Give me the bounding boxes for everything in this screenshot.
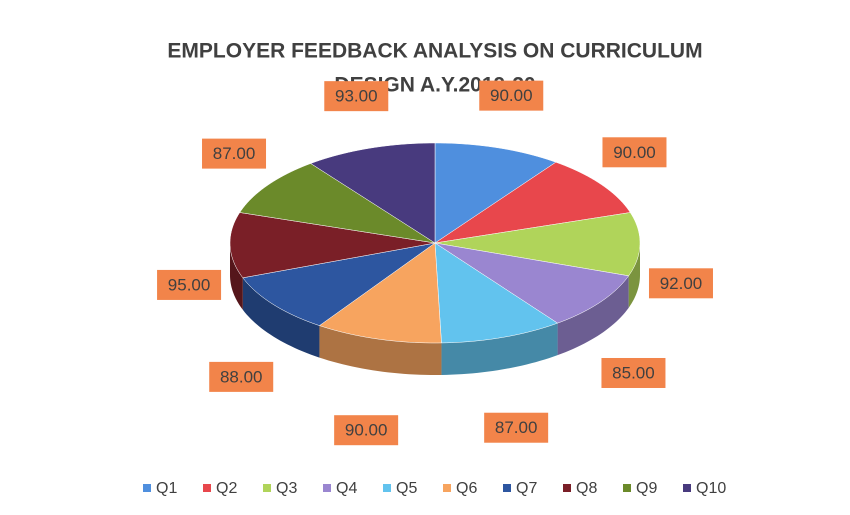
slice-side: [319, 325, 442, 375]
data-label-box: [484, 412, 549, 443]
legend-swatch: [563, 484, 571, 492]
data-label: 93.00: [335, 87, 378, 106]
legend-swatch: [383, 484, 391, 492]
data-label-box: [601, 357, 666, 388]
slice-side: [230, 243, 243, 310]
legend-label: Q5: [396, 480, 417, 497]
data-label-box: [334, 415, 399, 446]
data-label-box: [209, 361, 274, 392]
legend-label: Q1: [156, 480, 177, 497]
data-label-box: [648, 268, 713, 299]
data-label: 87.00: [213, 144, 256, 163]
legend-swatch: [623, 484, 631, 492]
data-label: 87.00: [495, 418, 538, 437]
slice-side: [242, 277, 320, 358]
legend-label: Q10: [696, 480, 726, 497]
slice-side: [628, 243, 640, 308]
slice: [242, 242, 436, 326]
slice: [434, 161, 631, 244]
data-label: 95.00: [168, 275, 211, 294]
legend-swatch: [503, 484, 511, 492]
legend-swatch: [203, 484, 211, 492]
data-label-box: [602, 137, 667, 168]
legend-swatch: [443, 484, 451, 492]
data-label-box: [157, 269, 222, 300]
legend-swatch: [143, 484, 151, 492]
legend-swatch: [683, 484, 691, 492]
data-label: 90.00: [490, 86, 533, 105]
slice: [239, 163, 436, 244]
data-label: 90.00: [345, 421, 388, 440]
data-label: 90.00: [613, 143, 656, 162]
slice: [434, 242, 559, 344]
legend-label: Q8: [576, 480, 597, 497]
slice: [310, 142, 436, 244]
legend-label: Q2: [216, 480, 237, 497]
data-label-box: [202, 138, 267, 169]
data-label-box: [324, 81, 389, 112]
slice: [318, 242, 442, 344]
legend-label: Q6: [456, 480, 477, 497]
chart-title: EMPLOYER FEEDBACK ANALYSIS ON CURRICULUM: [167, 40, 702, 63]
data-label: 92.00: [660, 274, 703, 293]
slice-side: [557, 275, 629, 356]
slice: [434, 212, 641, 277]
slice: [434, 242, 630, 324]
legend-swatch: [263, 484, 271, 492]
slice: [229, 212, 436, 279]
slice-side: [441, 323, 558, 375]
data-label: 88.00: [220, 367, 263, 386]
slice: [434, 142, 557, 244]
legend-label: Q9: [636, 480, 657, 497]
data-label-box: [479, 80, 544, 111]
data-label: 85.00: [612, 363, 655, 382]
legend-label: Q3: [276, 480, 297, 497]
legend-swatch: [323, 484, 331, 492]
legend-label: Q4: [336, 480, 357, 497]
legend-label: Q7: [516, 480, 537, 497]
